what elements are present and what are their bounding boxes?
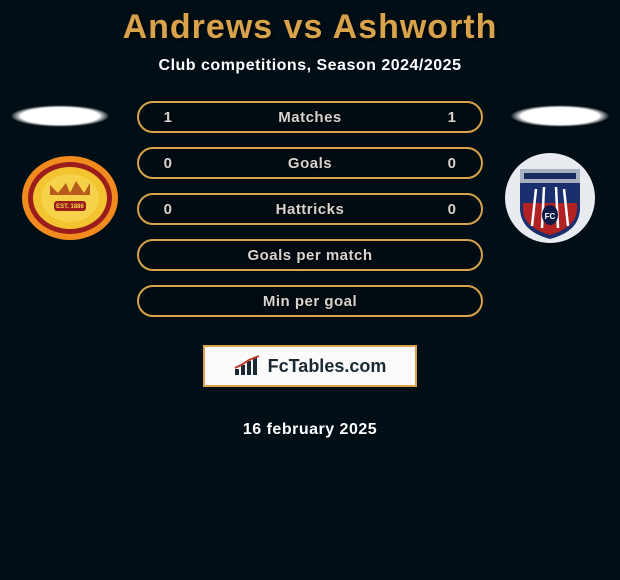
stat-right-value: 0 bbox=[445, 155, 459, 172]
stat-label: Matches bbox=[175, 109, 445, 126]
stat-left-value: 1 bbox=[161, 109, 175, 126]
comparison-card: Andrews vs Ashworth Club competitions, S… bbox=[0, 0, 620, 439]
stats-column: 1 Matches 1 0 Goals 0 0 Hattricks 0 Goal… bbox=[0, 101, 620, 439]
stat-label: Min per goal bbox=[175, 293, 445, 310]
club-badge-left: EST. 1886 bbox=[20, 153, 120, 243]
stat-right-value: 1 bbox=[445, 109, 459, 126]
brand-label: FcTables.com bbox=[268, 356, 387, 377]
svg-text:FC: FC bbox=[545, 212, 556, 221]
stat-row-matches: 1 Matches 1 bbox=[137, 101, 483, 133]
stat-row-min-per-goal: Min per goal bbox=[137, 285, 483, 317]
club-badge-right: FC bbox=[500, 153, 600, 243]
stat-row-hattricks: 0 Hattricks 0 bbox=[137, 193, 483, 225]
fctables-watermark[interactable]: FcTables.com bbox=[203, 345, 417, 387]
ross-county-crest-icon: FC bbox=[500, 153, 600, 243]
stat-label: Goals per match bbox=[175, 247, 445, 264]
arena: EST. 1886 FC 1 Matches 1 0 bbox=[0, 101, 620, 439]
bar-chart-icon bbox=[234, 355, 262, 377]
motherwell-crest-icon: EST. 1886 bbox=[20, 153, 120, 243]
player-right-shadow bbox=[510, 105, 610, 127]
stat-row-goals: 0 Goals 0 bbox=[137, 147, 483, 179]
svg-text:EST. 1886: EST. 1886 bbox=[56, 204, 84, 210]
stat-left-value: 0 bbox=[161, 201, 175, 218]
subtitle: Club competitions, Season 2024/2025 bbox=[159, 57, 462, 75]
comparison-date: 16 february 2025 bbox=[243, 421, 377, 439]
player-left-shadow bbox=[10, 105, 110, 127]
stat-label: Goals bbox=[175, 155, 445, 172]
stat-left-value: 0 bbox=[161, 155, 175, 172]
stat-right-value: 0 bbox=[445, 201, 459, 218]
stat-label: Hattricks bbox=[175, 201, 445, 218]
stat-row-goals-per-match: Goals per match bbox=[137, 239, 483, 271]
page-title: Andrews vs Ashworth bbox=[123, 8, 498, 47]
